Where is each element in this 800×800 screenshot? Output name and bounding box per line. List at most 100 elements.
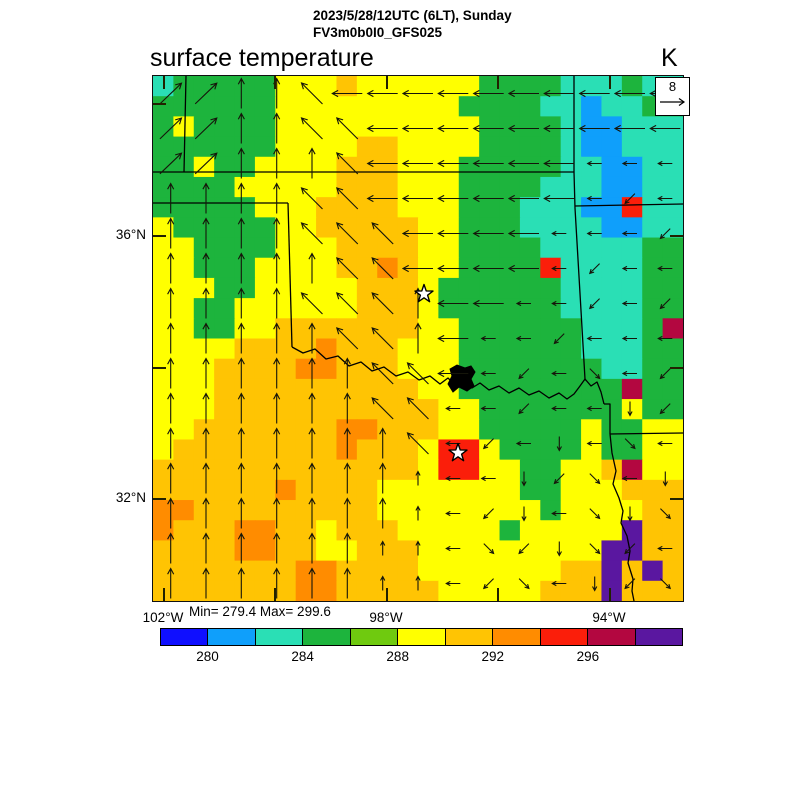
temp-cell <box>479 277 501 299</box>
temp-cell <box>377 459 399 481</box>
temp-cell <box>662 338 683 360</box>
lat-axis-label: 36°N <box>115 227 146 242</box>
temp-cell <box>499 479 521 501</box>
temp-cell <box>275 176 297 198</box>
state-border <box>609 432 683 435</box>
temp-cell <box>540 358 562 380</box>
temp-cell <box>193 459 215 481</box>
temp-cell <box>153 176 174 198</box>
temp-cell <box>234 156 256 178</box>
wind-arrow <box>659 368 671 380</box>
temp-cell <box>540 459 562 481</box>
wind-arrow <box>480 405 496 412</box>
temp-cell <box>377 96 399 117</box>
wind-arrow <box>621 300 637 307</box>
colorbar-segment <box>161 629 208 645</box>
temp-cell <box>336 318 358 340</box>
temp-cell <box>418 176 439 198</box>
temp-cell <box>662 217 683 239</box>
temp-cell <box>499 237 521 259</box>
temp-cell <box>601 217 623 239</box>
wind-arrow <box>592 576 598 592</box>
wind-arrow <box>472 194 504 203</box>
wind-arrow <box>621 335 637 342</box>
wind-arrow <box>657 335 673 342</box>
temp-cell <box>254 217 276 239</box>
temp-cell <box>499 378 521 400</box>
temp-cell <box>397 76 419 97</box>
wind-arrow <box>551 230 567 237</box>
temp-cell <box>540 419 562 441</box>
temp-cell <box>662 479 683 501</box>
wind-arrow <box>273 567 281 599</box>
wind-arrow <box>194 82 218 105</box>
temp-cell <box>479 419 501 441</box>
temp-cell <box>662 136 683 158</box>
temp-cell <box>581 76 603 97</box>
temp-cell <box>642 338 664 360</box>
temp-cell <box>356 540 378 562</box>
wind-arrow <box>472 264 504 273</box>
wind-arrow <box>586 335 602 342</box>
temp-cell <box>581 399 603 420</box>
temp-cell <box>601 560 623 582</box>
temp-cell <box>234 378 256 400</box>
temp-cell <box>560 237 582 259</box>
temp-cell <box>581 217 603 239</box>
temp-cell <box>479 399 501 420</box>
wind-arrow <box>401 124 433 133</box>
temp-cell <box>254 298 276 319</box>
temp-cell <box>519 277 541 299</box>
temp-cell <box>458 560 480 582</box>
temperature-map <box>153 76 683 601</box>
temp-cell <box>601 197 623 218</box>
temp-cell <box>499 540 521 562</box>
wind-arrow <box>518 368 530 380</box>
temp-cell <box>642 580 664 601</box>
wind-arrow <box>366 89 398 98</box>
temp-cell <box>479 540 501 562</box>
wind-arrow <box>202 427 210 459</box>
wind-arrow <box>589 368 601 380</box>
temp-cell <box>499 500 521 521</box>
wind-arrow <box>621 265 637 272</box>
temp-cell <box>560 399 582 420</box>
temp-cell <box>193 298 215 319</box>
wind-arrow <box>167 497 175 529</box>
temp-cell <box>519 520 541 542</box>
wind-arrow <box>589 508 601 520</box>
temp-cell <box>458 76 480 97</box>
temp-cell <box>193 257 215 279</box>
wind-arrow <box>553 473 565 485</box>
temp-cell <box>377 378 399 400</box>
wind-arrow <box>551 405 567 412</box>
wind-arrow <box>437 229 469 238</box>
wind-arrow <box>472 159 504 168</box>
temp-cell <box>662 318 683 340</box>
temp-cell <box>397 277 419 299</box>
temp-cell <box>214 96 236 117</box>
temp-cell <box>519 399 541 420</box>
temp-cell <box>438 277 460 299</box>
temp-cell <box>581 237 603 259</box>
temp-cell <box>621 298 643 319</box>
wind-arrow <box>331 89 363 98</box>
wind-arrow <box>371 222 394 245</box>
temp-cell <box>234 136 256 158</box>
wind-arrow <box>167 217 175 249</box>
wind-arrow <box>167 532 175 564</box>
wind-arrow <box>482 508 494 520</box>
temp-cell <box>499 136 521 158</box>
wind-arrow <box>379 462 387 494</box>
temp-cell <box>153 419 174 441</box>
wind-arrow <box>543 159 575 168</box>
temp-cell <box>642 217 664 239</box>
temp-cell <box>601 318 623 340</box>
temp-cell <box>418 338 439 360</box>
temp-cell <box>581 580 603 601</box>
temp-cell <box>397 197 419 218</box>
temp-cell <box>621 96 643 117</box>
temp-cell <box>193 116 215 138</box>
wind-arrow <box>445 510 461 517</box>
temp-cell <box>275 318 297 340</box>
